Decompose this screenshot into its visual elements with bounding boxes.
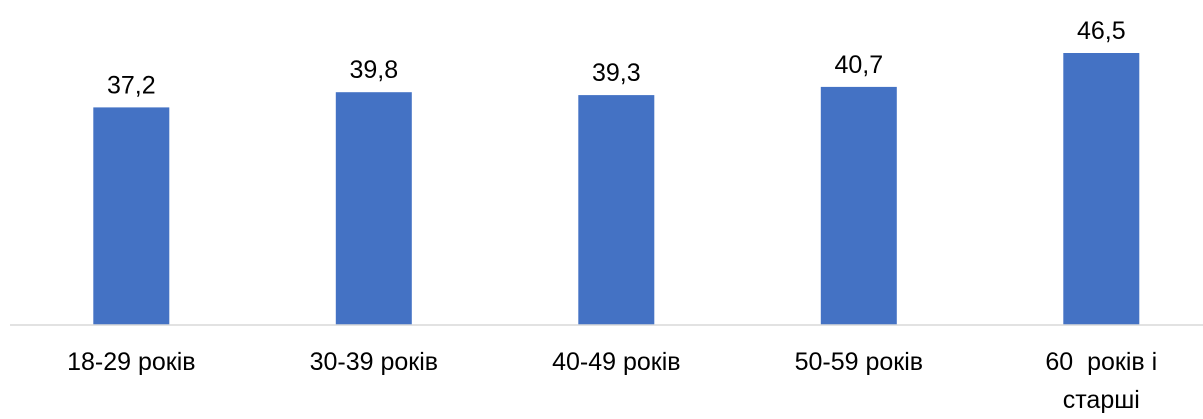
bar-1 <box>93 107 170 326</box>
bar-3 <box>578 95 655 325</box>
category-label-1-line-1: 18-29 років <box>67 348 195 376</box>
value-label-5: 46,5 <box>1077 17 1126 45</box>
value-label-3: 39,3 <box>592 59 641 87</box>
category-label-5-line-2: старші <box>1063 386 1140 414</box>
category-label-4-line-1: 50-59 років <box>795 348 923 376</box>
category-label-5: 60 років і старші <box>1045 348 1157 414</box>
bar-4 <box>820 86 897 326</box>
category-label-2: 30-39 років <box>310 348 438 376</box>
category-label-2-line-1: 30-39 років <box>310 348 438 376</box>
bars-layer <box>93 53 1140 326</box>
value-label-2: 39,8 <box>349 56 398 84</box>
category-label-4: 50-59 років <box>795 348 923 376</box>
category-label-5-line-1: 60 років і <box>1045 348 1157 376</box>
category-labels-layer: 18-29 років 30-39 років 40-49 років 50-59 р… <box>67 348 1157 414</box>
category-label-3-line-1: 40-49 років <box>552 348 680 376</box>
category-label-3: 40-49 років <box>552 348 680 376</box>
bar-5 <box>1063 53 1140 325</box>
value-label-4: 40,7 <box>834 51 883 79</box>
value-label-1: 37,2 <box>107 71 156 99</box>
category-label-1: 18-29 років <box>67 348 195 376</box>
value-labels-layer: 37,2 39,8 39,3 40,7 46,5 <box>107 17 1126 99</box>
bar-2 <box>335 92 412 325</box>
